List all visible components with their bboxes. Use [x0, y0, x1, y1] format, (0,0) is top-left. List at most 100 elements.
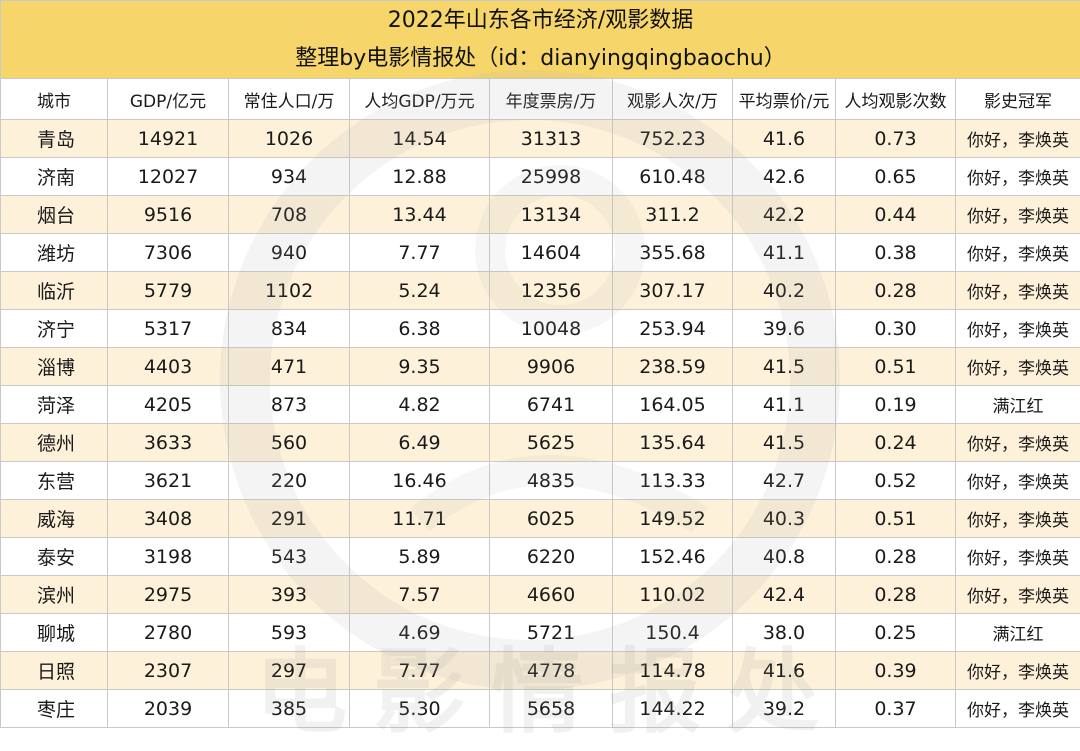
table-cell: 7.77 — [350, 234, 490, 272]
table-cell: 110.02 — [613, 576, 733, 614]
column-header: 平均票价/元 — [733, 79, 836, 120]
table-cell: 6025 — [490, 500, 613, 538]
champion-cell: 你好，李焕英 — [956, 576, 1080, 614]
table-cell: 135.64 — [613, 424, 733, 462]
table-cell: 42.2 — [733, 196, 836, 234]
table-cell: 0.28 — [836, 576, 956, 614]
city-cell: 德州 — [1, 424, 108, 462]
table-cell: 2975 — [108, 576, 229, 614]
table-cell: 13134 — [490, 196, 613, 234]
champion-cell: 满江红 — [956, 614, 1080, 652]
table-cell: 12027 — [108, 158, 229, 196]
table-cell: 113.33 — [613, 462, 733, 500]
table-title: 2022年山东各市经济/观影数据 — [1, 2, 1080, 40]
champion-cell: 你好，李焕英 — [956, 158, 1080, 196]
table-cell: 873 — [229, 386, 350, 424]
table-cell: 25998 — [490, 158, 613, 196]
table-cell: 0.25 — [836, 614, 956, 652]
table-cell: 253.94 — [613, 310, 733, 348]
table-cell: 9906 — [490, 348, 613, 386]
table-cell: 14.54 — [350, 120, 490, 158]
table-cell: 38.0 — [733, 614, 836, 652]
table-cell: 9.35 — [350, 348, 490, 386]
table-cell: 0.30 — [836, 310, 956, 348]
table-cell: 6.38 — [350, 310, 490, 348]
table-cell: 3633 — [108, 424, 229, 462]
table-cell: 708 — [229, 196, 350, 234]
city-cell: 淄博 — [1, 348, 108, 386]
table-cell: 0.39 — [836, 652, 956, 690]
table-cell: 13.44 — [350, 196, 490, 234]
table-cell: 4660 — [490, 576, 613, 614]
city-cell: 东营 — [1, 462, 108, 500]
table-cell: 0.28 — [836, 272, 956, 310]
champion-cell: 你好，李焕英 — [956, 120, 1080, 158]
table-cell: 0.51 — [836, 500, 956, 538]
table-cell: 12356 — [490, 272, 613, 310]
table-cell: 149.52 — [613, 500, 733, 538]
table-cell: 0.65 — [836, 158, 956, 196]
city-cell: 聊城 — [1, 614, 108, 652]
table-cell: 385 — [229, 690, 350, 728]
city-cell: 日照 — [1, 652, 108, 690]
table-cell: 0.19 — [836, 386, 956, 424]
champion-cell: 你好，李焕英 — [956, 462, 1080, 500]
table-cell: 114.78 — [613, 652, 733, 690]
table-cell: 0.73 — [836, 120, 956, 158]
table-cell: 5625 — [490, 424, 613, 462]
table-cell: 4778 — [490, 652, 613, 690]
table-cell: 0.37 — [836, 690, 956, 728]
champion-cell: 你好，李焕英 — [956, 234, 1080, 272]
table-cell: 220 — [229, 462, 350, 500]
table-cell: 4205 — [108, 386, 229, 424]
table-cell: 7306 — [108, 234, 229, 272]
champion-cell: 你好，李焕英 — [956, 500, 1080, 538]
city-cell: 临沂 — [1, 272, 108, 310]
table-cell: 41.6 — [733, 120, 836, 158]
table-cell: 42.4 — [733, 576, 836, 614]
table-cell: 12.88 — [350, 158, 490, 196]
table-cell: 2780 — [108, 614, 229, 652]
table-cell: 543 — [229, 538, 350, 576]
table-cell: 0.44 — [836, 196, 956, 234]
column-header: GDP/亿元 — [108, 79, 229, 120]
city-cell: 烟台 — [1, 196, 108, 234]
champion-cell: 你好，李焕英 — [956, 196, 1080, 234]
table-cell: 355.68 — [613, 234, 733, 272]
column-header: 人均GDP/万元 — [350, 79, 490, 120]
table-cell: 164.05 — [613, 386, 733, 424]
table-cell: 560 — [229, 424, 350, 462]
table-cell: 10048 — [490, 310, 613, 348]
table-cell: 307.17 — [613, 272, 733, 310]
column-header: 城市 — [1, 79, 108, 120]
table-cell: 471 — [229, 348, 350, 386]
table-cell: 4.82 — [350, 386, 490, 424]
table-cell: 1026 — [229, 120, 350, 158]
table-cell: 14921 — [108, 120, 229, 158]
table-cell: 2307 — [108, 652, 229, 690]
table-cell: 4403 — [108, 348, 229, 386]
table-cell: 39.6 — [733, 310, 836, 348]
table-cell: 3198 — [108, 538, 229, 576]
table-cell: 5.24 — [350, 272, 490, 310]
city-cell: 泰安 — [1, 538, 108, 576]
table-cell: 6.49 — [350, 424, 490, 462]
table-cell: 5721 — [490, 614, 613, 652]
champion-cell: 满江红 — [956, 386, 1080, 424]
table-title-banner: 2022年山东各市经济/观影数据 整理by电影情报处（id：dianyingqi… — [1, 1, 1080, 79]
table-cell: 752.23 — [613, 120, 733, 158]
table-cell: 610.48 — [613, 158, 733, 196]
table-cell: 9516 — [108, 196, 229, 234]
table-cell: 311.2 — [613, 196, 733, 234]
table-cell: 238.59 — [613, 348, 733, 386]
